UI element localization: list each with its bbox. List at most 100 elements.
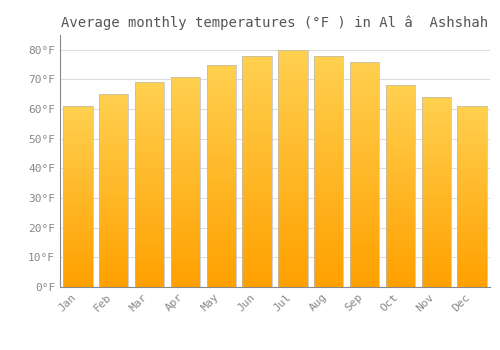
Bar bbox=[63, 211, 92, 213]
Bar bbox=[63, 119, 92, 121]
Bar bbox=[206, 89, 236, 91]
Bar bbox=[242, 86, 272, 88]
Bar bbox=[386, 88, 415, 90]
Bar bbox=[350, 138, 380, 141]
Bar bbox=[314, 123, 344, 125]
Bar bbox=[386, 188, 415, 190]
Bar bbox=[278, 282, 308, 285]
Bar bbox=[278, 92, 308, 95]
Bar bbox=[99, 125, 128, 127]
Bar bbox=[386, 178, 415, 180]
Bar bbox=[458, 254, 487, 256]
Bar bbox=[242, 252, 272, 255]
Bar bbox=[278, 140, 308, 142]
Bar bbox=[386, 154, 415, 156]
Bar bbox=[63, 175, 92, 177]
Bar bbox=[278, 180, 308, 183]
Bar bbox=[63, 222, 92, 224]
Bar bbox=[386, 142, 415, 144]
Bar bbox=[206, 80, 236, 83]
Bar bbox=[386, 104, 415, 106]
Bar bbox=[63, 254, 92, 256]
Bar bbox=[386, 184, 415, 186]
Bar bbox=[350, 233, 380, 235]
Bar bbox=[278, 102, 308, 104]
Bar bbox=[170, 205, 200, 207]
Bar bbox=[350, 75, 380, 77]
Bar bbox=[278, 247, 308, 249]
Bar bbox=[458, 260, 487, 262]
Bar bbox=[422, 239, 451, 241]
Bar bbox=[135, 248, 164, 250]
Bar bbox=[278, 271, 308, 273]
Bar bbox=[350, 82, 380, 84]
Bar bbox=[206, 129, 236, 131]
Bar bbox=[350, 84, 380, 86]
Bar bbox=[170, 281, 200, 283]
Bar bbox=[422, 192, 451, 194]
Bar bbox=[242, 190, 272, 192]
Bar bbox=[135, 273, 164, 275]
Bar bbox=[99, 222, 128, 223]
Bar bbox=[278, 185, 308, 187]
Bar bbox=[278, 237, 308, 239]
Bar bbox=[135, 244, 164, 246]
Bar bbox=[314, 158, 344, 160]
Bar bbox=[170, 152, 200, 154]
Bar bbox=[278, 166, 308, 168]
Bar bbox=[170, 239, 200, 241]
Bar bbox=[242, 107, 272, 109]
Bar bbox=[242, 178, 272, 181]
Bar bbox=[242, 257, 272, 259]
Bar bbox=[242, 127, 272, 130]
Bar bbox=[422, 264, 451, 266]
Bar bbox=[278, 138, 308, 140]
Bar bbox=[386, 176, 415, 178]
Bar bbox=[242, 197, 272, 199]
Bar bbox=[422, 281, 451, 283]
Bar bbox=[170, 279, 200, 281]
Bar bbox=[99, 117, 128, 119]
Bar bbox=[386, 218, 415, 220]
Bar bbox=[63, 157, 92, 159]
Bar bbox=[135, 142, 164, 144]
Bar bbox=[99, 150, 128, 152]
Bar bbox=[135, 123, 164, 125]
Bar bbox=[458, 267, 487, 269]
Bar bbox=[386, 122, 415, 124]
Bar bbox=[63, 245, 92, 247]
Bar bbox=[206, 229, 236, 231]
Bar bbox=[350, 170, 380, 172]
Bar bbox=[458, 281, 487, 284]
Bar bbox=[63, 110, 92, 112]
Bar bbox=[314, 116, 344, 118]
Bar bbox=[386, 247, 415, 249]
Bar bbox=[135, 109, 164, 111]
Bar bbox=[135, 209, 164, 211]
Bar bbox=[350, 253, 380, 255]
Bar bbox=[99, 173, 128, 175]
Bar bbox=[458, 251, 487, 253]
Bar bbox=[278, 161, 308, 164]
Bar bbox=[314, 134, 344, 137]
Bar bbox=[99, 121, 128, 123]
Bar bbox=[99, 266, 128, 268]
Bar bbox=[278, 192, 308, 195]
Bar bbox=[170, 192, 200, 194]
Bar bbox=[458, 234, 487, 236]
Bar bbox=[135, 226, 164, 228]
Bar bbox=[242, 234, 272, 236]
Bar bbox=[170, 234, 200, 237]
Bar bbox=[314, 81, 344, 84]
Bar bbox=[458, 188, 487, 189]
Bar bbox=[386, 102, 415, 104]
Bar bbox=[206, 276, 236, 278]
Bar bbox=[386, 106, 415, 107]
Bar bbox=[135, 258, 164, 260]
Bar bbox=[422, 187, 451, 188]
Bar bbox=[99, 193, 128, 195]
Bar bbox=[135, 95, 164, 97]
Bar bbox=[458, 166, 487, 168]
Bar bbox=[63, 242, 92, 244]
Bar bbox=[278, 104, 308, 107]
